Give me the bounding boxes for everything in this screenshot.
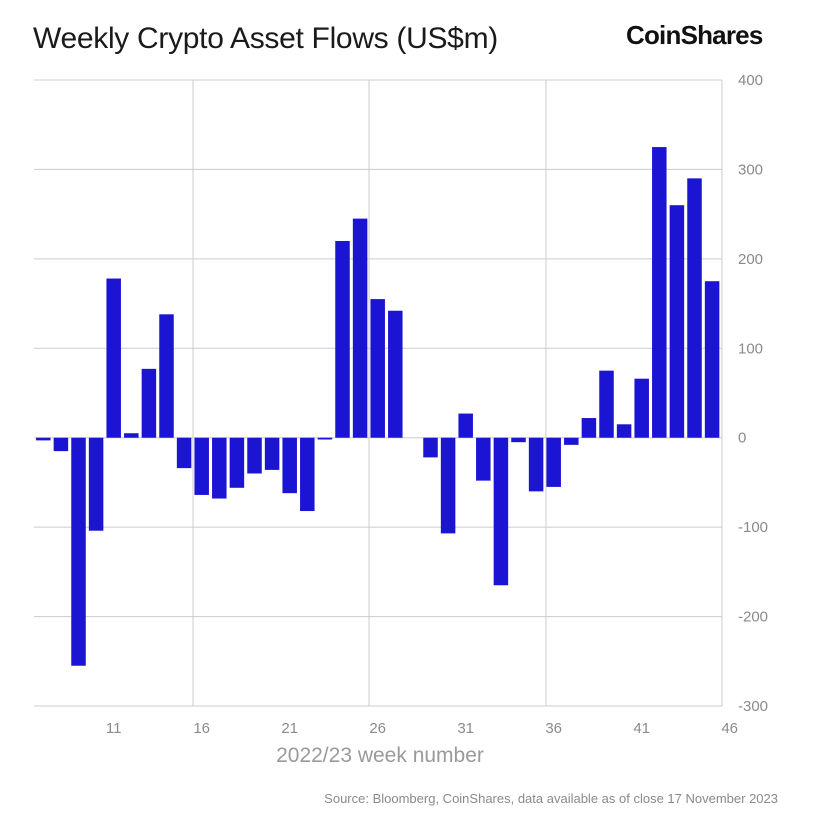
x-tick-label: 41: [633, 720, 650, 737]
bar-week-7: [36, 437, 51, 441]
bar-week-44: [687, 178, 702, 438]
x-tick-label: 46: [721, 720, 738, 737]
y-tick-label: 400: [738, 72, 763, 89]
bar-week-19: [247, 437, 262, 474]
bar-week-9: [71, 437, 86, 666]
bar-week-13: [141, 368, 157, 438]
bar-week-18: [229, 437, 245, 488]
bar-week-29: [423, 437, 438, 458]
bar-week-15: [176, 437, 192, 469]
bar-week-45: [704, 281, 720, 438]
y-tick-label: 300: [738, 161, 763, 178]
bar-week-37: [564, 437, 579, 445]
bar-week-11: [106, 278, 121, 438]
bar-week-25: [352, 218, 368, 438]
bar-week-21: [282, 437, 297, 494]
bar-week-39: [599, 370, 614, 438]
bar-week-31: [458, 413, 473, 438]
bar-week-33: [493, 437, 509, 586]
bar-week-16: [194, 437, 209, 495]
bar-week-17: [212, 437, 227, 499]
grid-lines: [34, 79, 723, 707]
bar-week-12: [124, 433, 139, 438]
bar-week-27: [388, 310, 403, 438]
bar-week-41: [634, 378, 649, 438]
bar-week-35: [528, 437, 544, 492]
axes: -300 -200 -100 0 100 200 300 400 11 16 21 26 31 36 41 4…: [106, 72, 768, 737]
bar-week-24: [335, 240, 350, 438]
x-tick-label: 31: [457, 720, 474, 737]
y-tick-label: -100: [738, 519, 768, 536]
bar-week-36: [546, 437, 561, 487]
x-tick-label: 11: [106, 720, 122, 737]
bar-week-40: [616, 424, 632, 438]
bar-week-42: [652, 147, 667, 438]
y-tick-label: 100: [738, 340, 763, 357]
bar-week-22: [300, 437, 315, 512]
x-tick-label: 16: [193, 720, 210, 737]
bar-week-10: [88, 437, 104, 531]
y-tick-label: -300: [738, 698, 768, 715]
y-tick-label: 0: [738, 430, 746, 447]
bar-week-43: [669, 205, 685, 438]
chart-title: Weekly Crypto Asset Flows (US$m): [33, 22, 498, 55]
coinshares-logo: CoinShares: [626, 20, 763, 50]
y-tick-label: 200: [738, 251, 763, 268]
bar-week-14: [159, 314, 174, 438]
bars: [36, 147, 720, 666]
y-tick-label: -200: [738, 609, 768, 626]
bar-week-34: [511, 437, 526, 443]
bar-week-30: [440, 437, 456, 534]
bar-week-38: [581, 418, 597, 438]
x-tick-label: 36: [545, 720, 562, 737]
bar-week-26: [370, 299, 385, 438]
x-tick-label: 26: [369, 720, 386, 737]
bar-week-32: [476, 437, 491, 481]
bar-week-20: [264, 437, 280, 470]
x-axis-label: 2022/23 week number: [276, 744, 484, 767]
x-tick-label: 21: [281, 720, 298, 737]
bar-week-23: [317, 437, 333, 440]
source-note: Source: Bloomberg, CoinShares, data avai…: [324, 791, 778, 806]
bar-week-8: [53, 437, 69, 452]
